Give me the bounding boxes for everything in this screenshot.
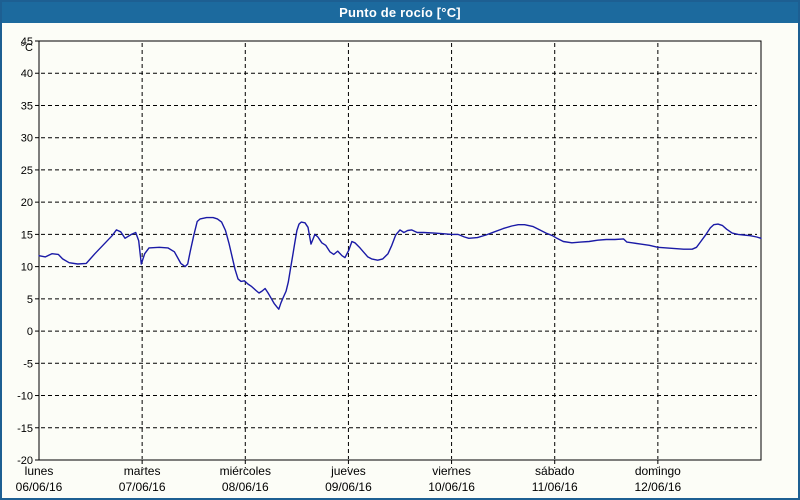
x-date-label: 12/06/16 [634, 480, 681, 494]
y-tick-label: 0 [27, 326, 33, 338]
x-day-label: jueves [330, 464, 366, 478]
y-tick-label: 10 [21, 262, 33, 274]
y-tick-label: -20 [17, 455, 33, 467]
x-day-label: lunes [25, 464, 54, 478]
y-tick-label: 20 [21, 197, 33, 209]
y-tick-label: 35 [21, 100, 33, 112]
x-date-label: 06/06/16 [16, 480, 63, 494]
y-axis-unit-label: °C [21, 42, 33, 54]
chart-title: Punto de rocío [°C] [339, 5, 461, 20]
x-date-label: 08/06/16 [222, 480, 269, 494]
y-tick-label: 15 [21, 229, 33, 241]
y-tick-label: 30 [21, 133, 33, 145]
y-tick-label: -5 [23, 358, 33, 370]
x-date-label: 10/06/16 [428, 480, 475, 494]
y-tick-label: 45 [21, 36, 33, 48]
x-day-label: martes [124, 464, 161, 478]
x-day-label: miércoles [220, 464, 271, 478]
y-tick-label: 25 [21, 165, 33, 177]
x-day-label: domingo [635, 464, 681, 478]
x-date-label: 09/06/16 [325, 480, 372, 494]
x-date-label: 11/06/16 [532, 480, 578, 494]
y-tick-label: -15 [17, 423, 33, 435]
y-tick-label: -10 [17, 391, 33, 403]
x-date-label: 07/06/16 [119, 480, 166, 494]
x-day-label: viernes [432, 464, 471, 478]
y-tick-label: 5 [27, 294, 33, 306]
dew-point-series-line [38, 216, 762, 310]
x-day-label: sábado [535, 464, 575, 478]
plot-frame [38, 40, 762, 461]
y-tick-label: 40 [21, 68, 33, 80]
chart-title-bar: Punto de rocío [°C] [2, 2, 798, 23]
